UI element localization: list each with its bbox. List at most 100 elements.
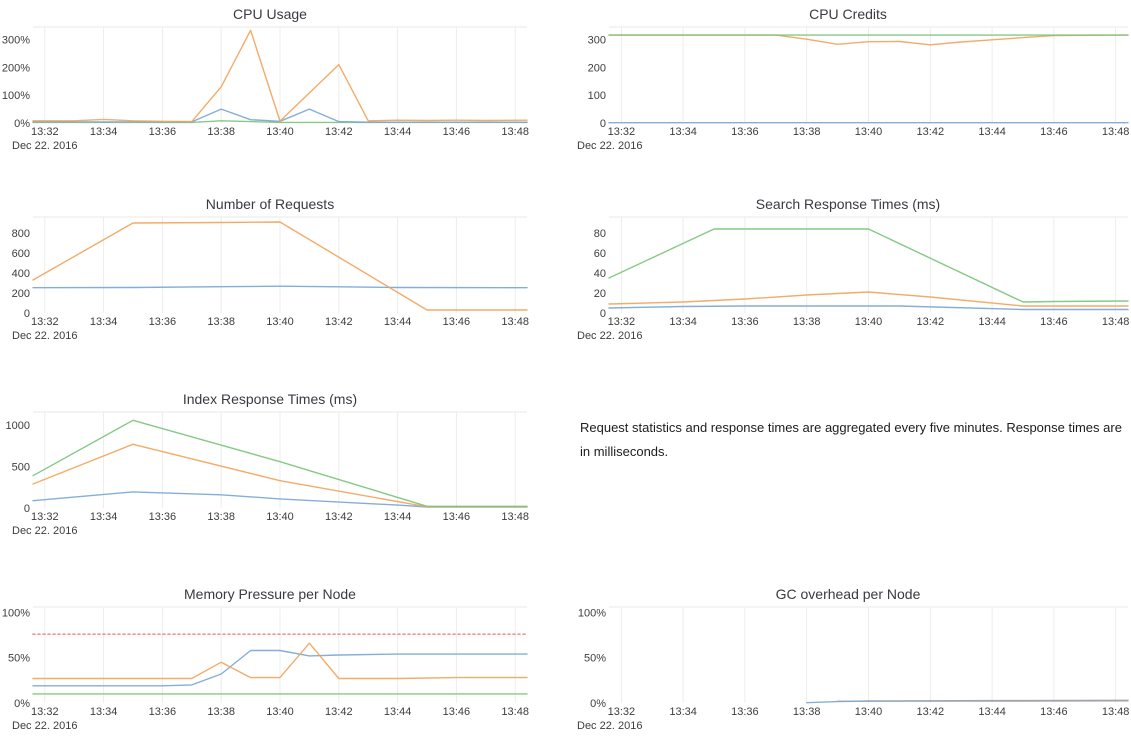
x-tick-label: 13:48 [1102, 316, 1130, 328]
y-tick-label: 50% [8, 653, 30, 665]
x-tick-label: 13:34 [669, 316, 697, 328]
y-tick-label: 0% [14, 118, 30, 130]
x-tick-label: 13:36 [731, 706, 759, 718]
x-tick-label: 13:42 [325, 511, 353, 523]
x-tick-label: 13:40 [266, 316, 294, 328]
memory-pressure-svg: 13:32 13:34 13:36 13:38 13:40 13:42 13:44 13:46… [2, 606, 529, 732]
x-tick-label: 13:32 [608, 316, 636, 328]
chart-memory-pressure: Memory Pressure per Node 13:32 13:34 13:36… [0, 580, 540, 740]
series-line-green [608, 228, 1129, 303]
y-tick-label: 600 [12, 248, 30, 260]
y-tick-label: 40 [594, 268, 606, 280]
chart-title-gc-overhead: GC overhead per Node [775, 586, 921, 602]
series-line-blue [32, 649, 528, 687]
x-axis-date-label: Dec 22. 2016 [577, 720, 642, 732]
memory-pressure-plot: 13:32 13:34 13:36 13:38 13:40 13:42 13:44 13:46… [0, 603, 540, 740]
gc-overhead-plot: 13:32 13:34 13:36 13:38 13:40 13:42 13:44 13:46… [565, 603, 1131, 740]
x-tick-label: 13:42 [325, 706, 353, 718]
y-tick-label: 400 [12, 268, 30, 280]
y-tick-label: 200% [2, 62, 30, 74]
x-tick-label: 13:46 [1040, 706, 1068, 718]
x-axis-date-label: Dec 22. 2016 [577, 330, 642, 342]
x-tick-label: 13:34 [90, 316, 118, 328]
series-line-orange [32, 29, 528, 123]
x-tick-label: 13:32 [31, 126, 59, 138]
x-tick-label: 13:48 [501, 706, 529, 718]
number-of-requests-svg: 13:32 13:34 13:36 13:38 13:40 13:42 13:44 13:46… [12, 216, 529, 342]
x-tick-label: 13:34 [90, 126, 118, 138]
y-tick-label: 300 [588, 35, 606, 47]
series-line-orange [32, 642, 528, 680]
x-tick-label: 13:42 [917, 706, 945, 718]
x-tick-label: 13:46 [1040, 126, 1068, 138]
x-tick-label: 13:40 [266, 706, 294, 718]
x-tick-label: 13:32 [31, 316, 59, 328]
series-line-blue [608, 305, 1129, 311]
x-tick-label: 13:32 [31, 511, 59, 523]
search-response-times-svg: 13:32 13:34 13:36 13:38 13:40 13:42 13:44 13:46… [577, 216, 1130, 342]
chart-title-memory-pressure: Memory Pressure per Node [184, 586, 356, 602]
x-tick-label: 13:42 [917, 316, 945, 328]
y-tick-label: 80 [594, 228, 606, 240]
y-tick-label: 100% [2, 90, 30, 102]
x-tick-label: 13:46 [443, 706, 471, 718]
y-tick-label: 0% [14, 698, 30, 710]
x-tick-label: 13:38 [207, 316, 235, 328]
x-tick-label: 13:48 [501, 316, 529, 328]
x-tick-label: 13:42 [325, 126, 353, 138]
series-line-orange [32, 221, 528, 311]
y-tick-label: 100% [578, 607, 606, 619]
series-line-green [32, 419, 528, 508]
x-tick-label: 13:48 [501, 511, 529, 523]
x-tick-label: 13:46 [443, 126, 471, 138]
y-tick-label: 200 [588, 62, 606, 74]
y-tick-label: 200 [12, 288, 30, 300]
x-tick-label: 13:38 [793, 706, 821, 718]
cpu-credits-svg: 13:32 13:34 13:36 13:38 13:40 13:42 13:44 13:46… [577, 26, 1130, 152]
x-tick-label: 13:40 [855, 706, 883, 718]
search-response-times-plot: 13:32 13:34 13:36 13:38 13:40 13:42 13:44 13:46… [565, 213, 1131, 350]
y-tick-label: 300% [2, 35, 30, 47]
x-tick-label: 13:38 [207, 511, 235, 523]
chart-cpu-credits: CPU Credits 13:32 13:34 13:36 13:38 13:40 13:… [565, 0, 1131, 160]
chart-cpu-usage: CPU Usage 13:32 13:34 13:36 13:38 13:40 13:42… [0, 0, 540, 160]
x-tick-label: 13:40 [266, 511, 294, 523]
series-line-blue [32, 285, 528, 289]
x-axis-date-label: Dec 22. 2016 [12, 140, 77, 152]
x-tick-label: 13:44 [978, 706, 1006, 718]
x-tick-label: 13:46 [443, 511, 471, 523]
index-response-times-plot: 13:32 13:34 13:36 13:38 13:40 13:42 13:44 13:46… [0, 408, 540, 545]
x-tick-label: 13:32 [608, 706, 636, 718]
x-tick-label: 13:36 [149, 706, 177, 718]
y-tick-label: 800 [12, 228, 30, 240]
series-line-orange [608, 34, 1129, 46]
x-axis-date-label: Dec 22. 2016 [12, 525, 77, 537]
series-line-blue [805, 699, 1129, 704]
x-axis-date-label: Dec 22. 2016 [12, 330, 77, 342]
chart-title-index-response-times: Index Response Times (ms) [182, 391, 358, 407]
chart-title-search-response-times: Search Response Times (ms) [755, 196, 941, 212]
x-tick-label: 13:44 [384, 316, 412, 328]
chart-title-cpu-usage: CPU Usage [233, 6, 307, 22]
x-tick-label: 13:36 [731, 316, 759, 328]
x-tick-label: 13:44 [978, 126, 1006, 138]
aggregation-note: Request statistics and response times ar… [580, 420, 1122, 459]
x-tick-label: 13:36 [149, 316, 177, 328]
number-of-requests-plot: 13:32 13:34 13:36 13:38 13:40 13:42 13:44 13:46… [0, 213, 540, 350]
y-tick-label: 100% [2, 607, 30, 619]
x-tick-label: 13:34 [90, 706, 118, 718]
y-tick-label: 20 [594, 288, 606, 300]
y-tick-label: 100 [588, 90, 606, 102]
y-tick-label: 500 [12, 462, 30, 474]
chart-title-number-of-requests: Number of Requests [205, 196, 335, 212]
y-tick-label: 0 [600, 118, 606, 130]
y-tick-label: 0 [600, 308, 606, 320]
x-tick-label: 13:38 [793, 126, 821, 138]
x-tick-label: 13:40 [855, 316, 883, 328]
x-tick-label: 13:36 [731, 126, 759, 138]
x-tick-label: 13:34 [669, 126, 697, 138]
x-tick-label: 13:44 [384, 706, 412, 718]
x-tick-label: 13:42 [325, 316, 353, 328]
x-tick-label: 13:48 [1102, 126, 1130, 138]
x-tick-label: 13:40 [855, 126, 883, 138]
